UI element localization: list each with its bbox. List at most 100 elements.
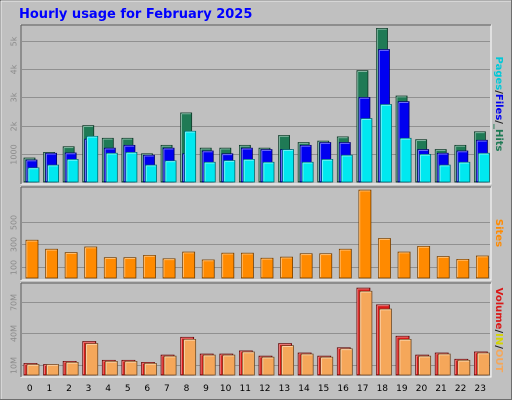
x-tick-label: 15 xyxy=(318,384,329,394)
sites-bar xyxy=(123,257,137,279)
pages-bar xyxy=(399,137,412,183)
out-bar-fill xyxy=(144,363,157,376)
x-tick-label: 9 xyxy=(203,384,209,394)
out-bar-fill xyxy=(398,339,412,376)
out-bar xyxy=(398,339,412,376)
legend-sites-entry: Sites xyxy=(493,219,504,247)
out-bar-fill xyxy=(46,364,59,376)
out-bar xyxy=(242,351,255,376)
sites-bar xyxy=(162,258,176,279)
pages-bar xyxy=(243,159,255,183)
sites-bar-fill xyxy=(241,252,254,279)
sites-bar xyxy=(299,253,313,279)
sites-bar xyxy=(260,257,274,279)
sites-bar xyxy=(103,257,117,279)
sites-bar xyxy=(221,252,235,279)
legend-sites: Sites xyxy=(493,219,504,247)
out-bar-fill xyxy=(300,353,314,376)
sites-bar-fill xyxy=(260,257,274,279)
out-bar xyxy=(46,364,59,376)
x-tick-label: 19 xyxy=(396,384,408,394)
out-bar-fill xyxy=(320,356,334,376)
legend-volume-in-out-entry: Volume xyxy=(493,288,504,330)
x-tick-label: 21 xyxy=(435,384,446,394)
out-bar xyxy=(300,353,314,376)
sites-bar-fill xyxy=(103,257,117,279)
sites-bar-fill xyxy=(143,255,156,279)
out-bar-fill xyxy=(339,348,353,376)
pages-bar xyxy=(301,161,314,183)
out-bar-fill xyxy=(124,360,138,376)
pages-bar xyxy=(184,130,197,183)
sites-bar-fill xyxy=(456,259,470,279)
out-bar-fill xyxy=(26,364,40,376)
legend-volume-in-out-entry: / xyxy=(493,345,504,349)
pages-bar-fill xyxy=(203,161,216,183)
out-bar-fill xyxy=(379,308,392,376)
sites-y-tick-label: 100 xyxy=(10,260,19,275)
pages-bar xyxy=(340,154,353,183)
out-bar-fill xyxy=(85,343,99,376)
pages-bar xyxy=(203,161,216,183)
x-tick-label: 17 xyxy=(357,384,368,394)
legend-hits-files-pages-entry: Hits xyxy=(493,129,504,152)
sites-bar xyxy=(476,255,489,279)
out-bar-fill xyxy=(437,353,451,376)
sites-bar-fill xyxy=(358,189,372,279)
pages-bar-fill xyxy=(105,152,118,183)
pages-bar-fill xyxy=(184,130,197,183)
out-bar xyxy=(359,290,373,376)
out-bar-fill xyxy=(457,359,471,376)
pages-bar xyxy=(66,159,79,183)
sites-bar xyxy=(201,259,215,279)
x-tick-label: 18 xyxy=(377,384,389,394)
out-bar-fill xyxy=(183,339,197,376)
pages-bar xyxy=(164,160,177,183)
x-tick-label: 16 xyxy=(337,384,349,394)
pages-bar-fill xyxy=(419,153,432,183)
pages-bar-fill xyxy=(301,161,314,183)
sites-bar-fill xyxy=(417,246,431,279)
pages-bar-fill xyxy=(478,152,490,183)
legend-volume-in-out: Volume/IN/OUT xyxy=(493,288,504,373)
pages-bar xyxy=(223,160,236,183)
out-bar xyxy=(281,345,294,376)
out-bar xyxy=(144,363,157,376)
out-bar-fill xyxy=(222,354,236,376)
pages-bar xyxy=(360,118,373,183)
out-bar xyxy=(261,356,275,376)
pages-bar-fill xyxy=(66,159,79,183)
sites-bar xyxy=(64,252,78,279)
x-tick-label: 2 xyxy=(66,384,72,394)
pages-bar-fill xyxy=(125,152,138,183)
legend-hits-files-pages-entry: Pages xyxy=(493,57,504,91)
x-tick-label: 7 xyxy=(164,384,170,394)
sites-bar-fill xyxy=(182,251,196,279)
sites-bar-fill xyxy=(280,256,293,279)
pages-bar-fill xyxy=(243,159,255,183)
sites-bar-fill xyxy=(397,251,411,279)
out-bar xyxy=(163,355,177,376)
pages-bar-fill xyxy=(223,160,236,183)
legend-volume-in-out-entry: IN xyxy=(493,333,504,345)
chart-title: Hourly usage for February 2025 xyxy=(19,7,253,22)
hits-files-pages-y-tick-label: 2k xyxy=(10,121,19,131)
x-tick-label: 22 xyxy=(455,384,466,394)
out-bar-fill xyxy=(202,354,216,376)
out-bar xyxy=(104,360,118,376)
pages-bar-fill xyxy=(145,164,157,183)
out-bar-fill xyxy=(359,290,373,376)
pages-bar-fill xyxy=(262,161,275,183)
sites-bar-fill xyxy=(378,238,391,279)
sites-bar-fill xyxy=(162,258,176,279)
volume-y-tick-label: 40M xyxy=(10,325,19,342)
pages-bar xyxy=(262,161,275,183)
sites-bar-fill xyxy=(338,248,352,279)
x-tick-label: 11 xyxy=(239,384,250,394)
x-tick-label: 4 xyxy=(105,384,111,394)
sites-bar xyxy=(397,251,411,279)
x-tick-label: 8 xyxy=(184,384,190,394)
pages-bar xyxy=(86,135,99,183)
pages-bar-fill xyxy=(27,167,40,183)
